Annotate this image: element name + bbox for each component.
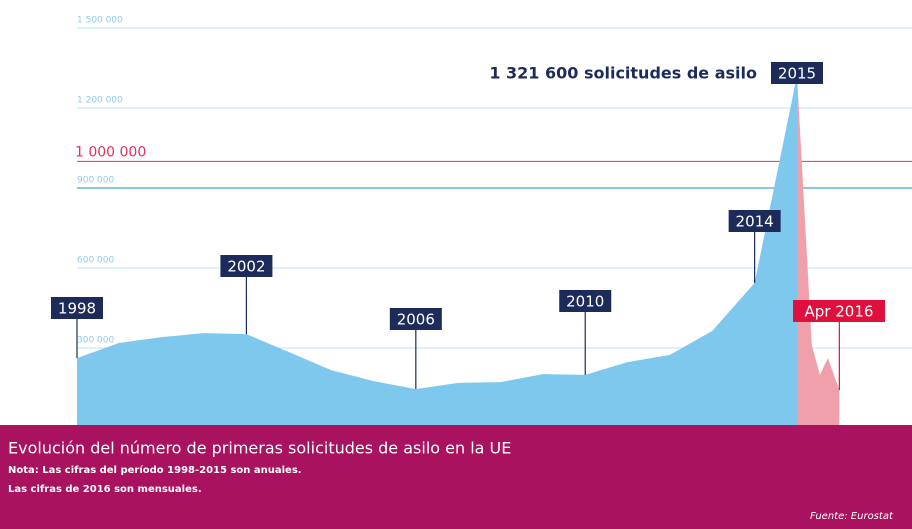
callout-box <box>771 62 823 84</box>
chart-title: Evolución del número de primeras solicit… <box>8 439 511 458</box>
y-tick-label: 900 000 <box>77 176 114 186</box>
callout-box <box>389 308 442 330</box>
callout-box <box>220 255 273 277</box>
y-tick-label: 300 000 <box>77 336 114 346</box>
callout-label: 2010 <box>566 293 604 311</box>
note: Las cifras de 2016 son mensuales. <box>8 484 202 495</box>
callout-label: Apr 2016 <box>805 303 874 321</box>
callout-box <box>51 297 103 319</box>
callout-label: 2014 <box>736 213 774 231</box>
callout-label: 1998 <box>58 300 96 318</box>
y-tick-label: 1 200 000 <box>77 96 123 106</box>
reference-label: 1 000 000 <box>75 144 146 160</box>
y-tick-label: 600 000 <box>77 256 114 266</box>
callout-label: 2002 <box>227 258 265 276</box>
callout-box <box>728 210 781 232</box>
note: Nota: Las cifras del período 1998-2015 s… <box>8 464 302 476</box>
callout-label: 2006 <box>397 311 435 329</box>
area <box>77 75 797 428</box>
area <box>797 75 840 428</box>
footer-banner <box>0 425 912 529</box>
annotation: 1 321 600 solicitudes de asilo <box>489 64 757 83</box>
callout-label: 2015 <box>778 65 816 83</box>
source: Fuente: Eurostat <box>810 511 894 522</box>
callout-box <box>559 290 612 312</box>
callout-box <box>793 300 885 322</box>
y-tick-label: 1 500 000 <box>77 16 123 26</box>
